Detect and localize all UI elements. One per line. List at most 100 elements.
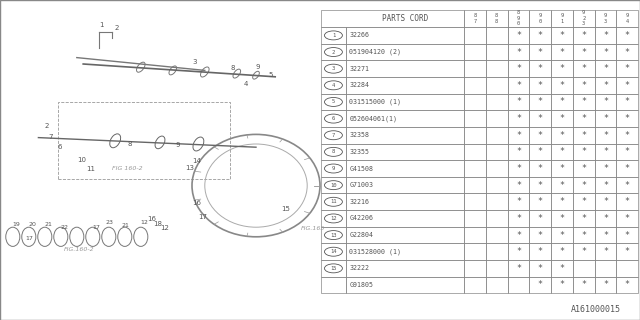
Bar bbox=[346, 127, 464, 144]
Text: 16: 16 bbox=[192, 200, 201, 206]
Text: 21: 21 bbox=[122, 223, 129, 228]
Bar bbox=[464, 44, 486, 60]
Bar bbox=[595, 44, 616, 60]
Text: 9
2
3: 9 2 3 bbox=[582, 11, 585, 26]
Bar bbox=[616, 94, 638, 110]
Bar bbox=[616, 160, 638, 177]
Bar bbox=[321, 144, 346, 160]
Text: *: * bbox=[559, 114, 564, 123]
Bar bbox=[616, 77, 638, 94]
Text: 14: 14 bbox=[330, 249, 337, 254]
Bar bbox=[551, 277, 573, 293]
Text: *: * bbox=[559, 231, 564, 240]
Bar bbox=[573, 10, 595, 27]
Bar bbox=[529, 110, 551, 127]
Text: 15: 15 bbox=[282, 206, 291, 212]
Bar bbox=[616, 44, 638, 60]
Bar bbox=[616, 127, 638, 144]
Text: *: * bbox=[581, 247, 586, 256]
Text: *: * bbox=[603, 231, 608, 240]
Text: 19: 19 bbox=[13, 222, 20, 227]
Text: 4: 4 bbox=[332, 83, 335, 88]
Bar bbox=[486, 177, 508, 194]
Text: *: * bbox=[603, 64, 608, 73]
Bar bbox=[573, 160, 595, 177]
Bar bbox=[616, 210, 638, 227]
Bar bbox=[321, 44, 346, 60]
Text: *: * bbox=[603, 114, 608, 123]
Text: *: * bbox=[559, 247, 564, 256]
Bar bbox=[573, 210, 595, 227]
Bar bbox=[321, 244, 346, 260]
Bar bbox=[346, 144, 464, 160]
Bar bbox=[551, 127, 573, 144]
Text: *: * bbox=[538, 114, 543, 123]
Text: G42206: G42206 bbox=[349, 215, 374, 221]
Text: *: * bbox=[538, 81, 543, 90]
Bar bbox=[321, 27, 346, 44]
Bar bbox=[486, 127, 508, 144]
Text: *: * bbox=[625, 181, 630, 190]
Bar bbox=[551, 110, 573, 127]
Bar bbox=[486, 160, 508, 177]
Bar bbox=[464, 27, 486, 44]
Text: 16: 16 bbox=[147, 216, 156, 222]
Bar bbox=[551, 160, 573, 177]
Text: A161000015: A161000015 bbox=[571, 305, 621, 314]
Bar bbox=[573, 77, 595, 94]
Bar bbox=[551, 210, 573, 227]
Bar bbox=[551, 77, 573, 94]
Text: *: * bbox=[516, 48, 521, 57]
Bar bbox=[573, 144, 595, 160]
Text: 8
8: 8 8 bbox=[495, 13, 498, 24]
Bar bbox=[346, 27, 464, 44]
Bar bbox=[321, 60, 346, 77]
Bar bbox=[616, 194, 638, 210]
Bar bbox=[346, 244, 464, 260]
Text: *: * bbox=[625, 164, 630, 173]
Bar bbox=[595, 160, 616, 177]
Text: *: * bbox=[603, 31, 608, 40]
Bar bbox=[464, 94, 486, 110]
Text: 21: 21 bbox=[45, 222, 52, 227]
Bar bbox=[346, 260, 464, 277]
Bar bbox=[321, 210, 346, 227]
Text: 9: 9 bbox=[176, 142, 180, 148]
Bar bbox=[346, 77, 464, 94]
Bar bbox=[551, 194, 573, 210]
Bar bbox=[464, 10, 486, 27]
Text: 031515000 (1): 031515000 (1) bbox=[349, 99, 401, 105]
Text: *: * bbox=[603, 247, 608, 256]
Bar bbox=[464, 127, 486, 144]
Text: 10: 10 bbox=[330, 183, 337, 188]
Text: *: * bbox=[538, 264, 543, 273]
Text: FIG.160-2: FIG.160-2 bbox=[64, 247, 95, 252]
Text: 8: 8 bbox=[332, 149, 335, 154]
Text: 7: 7 bbox=[48, 134, 52, 140]
Bar bbox=[346, 160, 464, 177]
Bar bbox=[616, 260, 638, 277]
Bar bbox=[321, 277, 346, 293]
Bar bbox=[573, 44, 595, 60]
Text: 32216: 32216 bbox=[349, 199, 369, 205]
Text: *: * bbox=[559, 281, 564, 290]
Bar bbox=[595, 144, 616, 160]
Text: *: * bbox=[603, 131, 608, 140]
Bar bbox=[529, 77, 551, 94]
Bar bbox=[595, 60, 616, 77]
Text: *: * bbox=[581, 197, 586, 206]
Text: *: * bbox=[625, 98, 630, 107]
Bar bbox=[529, 194, 551, 210]
Text: 3: 3 bbox=[332, 66, 335, 71]
Text: 32355: 32355 bbox=[349, 149, 369, 155]
Bar bbox=[508, 260, 529, 277]
Bar bbox=[508, 177, 529, 194]
Bar bbox=[616, 27, 638, 44]
Text: *: * bbox=[559, 64, 564, 73]
Text: FIG 160-2: FIG 160-2 bbox=[112, 166, 143, 171]
Text: *: * bbox=[538, 164, 543, 173]
Text: *: * bbox=[559, 181, 564, 190]
Text: *: * bbox=[559, 264, 564, 273]
Bar bbox=[616, 110, 638, 127]
Text: *: * bbox=[581, 214, 586, 223]
